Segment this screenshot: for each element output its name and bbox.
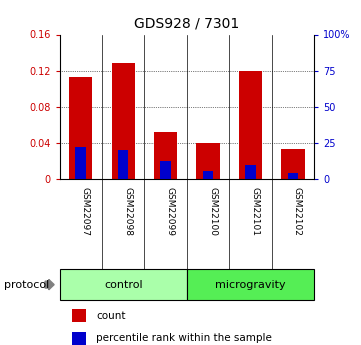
Bar [187,269,314,300]
Text: GSM22100: GSM22100 [208,187,217,236]
Bar [245,165,256,179]
Bar [72,332,86,345]
Text: GSM22102: GSM22102 [293,187,302,235]
Text: GSM22097: GSM22097 [81,187,90,236]
Title: GDS928 / 7301: GDS928 / 7301 [134,17,239,31]
Text: microgravity: microgravity [215,280,286,289]
Bar [72,309,86,322]
Bar [154,132,177,179]
Bar [196,143,220,179]
Bar [239,71,262,179]
Bar [69,77,92,179]
Bar [75,147,86,179]
Bar [203,171,213,179]
Bar [60,269,187,300]
Text: count: count [96,311,126,321]
Text: GSM22099: GSM22099 [166,187,175,236]
Text: protocol: protocol [4,280,49,289]
Text: percentile rank within the sample: percentile rank within the sample [96,334,272,344]
Bar [288,173,298,179]
Bar [112,63,135,179]
Bar [160,161,171,179]
Text: GSM22101: GSM22101 [251,187,260,236]
Bar [118,149,129,179]
Bar [281,149,305,179]
Text: control: control [104,280,143,289]
Text: GSM22098: GSM22098 [123,187,132,236]
